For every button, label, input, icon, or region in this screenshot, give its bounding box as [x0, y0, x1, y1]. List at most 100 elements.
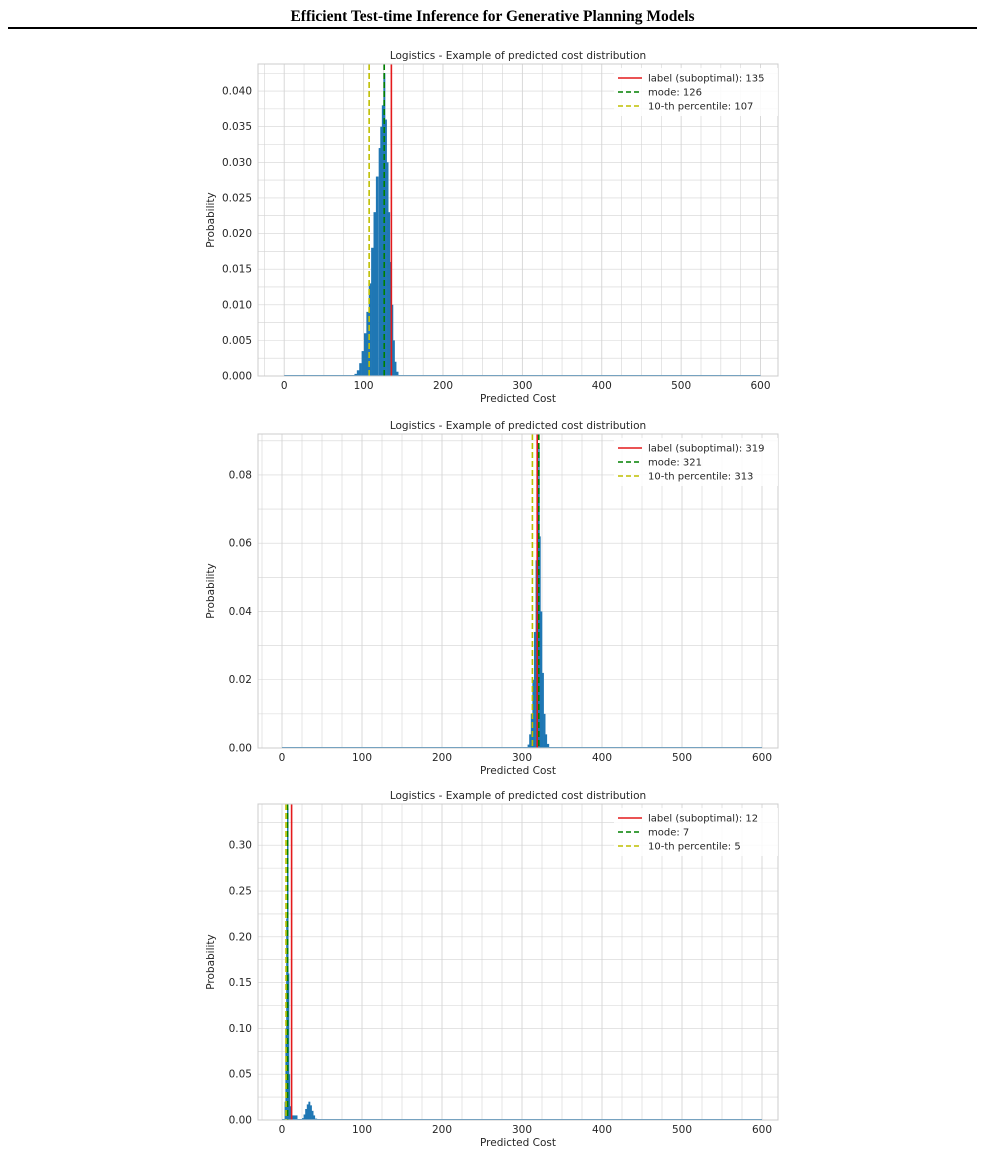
- histogram-bar: [538, 536, 541, 748]
- histogram-bar: [314, 1118, 318, 1120]
- legend-entry: label (suboptimal): 319: [648, 444, 765, 455]
- histogram-bar: [356, 370, 360, 376]
- histogram-bar: [534, 631, 536, 748]
- histogram-bar: [373, 212, 377, 376]
- histogram-bar: [311, 1110, 314, 1120]
- y-tick-label: 0.010: [222, 299, 252, 311]
- y-axis-label: Probability: [205, 563, 217, 619]
- page-header: Efficient Test-time Inference for Genera…: [0, 0, 985, 30]
- x-tick-label: 200: [432, 752, 452, 764]
- y-tick-label: 0.15: [229, 977, 252, 989]
- y-tick-label: 0.06: [229, 538, 253, 550]
- y-axis-label: Probability: [205, 934, 217, 990]
- plot-area: [258, 804, 778, 1120]
- histogram-bar: [310, 1105, 312, 1120]
- y-tick-label: 0.030: [222, 157, 252, 169]
- histogram-bar: [394, 361, 397, 376]
- histogram-bar: [378, 148, 381, 376]
- chart-title: Logistics - Example of predicted cost di…: [390, 420, 646, 432]
- histogram-bar: [546, 743, 550, 748]
- y-tick-label: 0.20: [229, 931, 252, 943]
- histogram-bar: [363, 333, 367, 376]
- histogram-bar: [287, 808, 289, 1120]
- x-tick-label: 100: [354, 380, 374, 392]
- y-tick-label: 0.00: [229, 1115, 252, 1127]
- y-axis-label: Probability: [205, 192, 217, 248]
- chart-1: Logistics - Example of predicted cost di…: [205, 50, 779, 405]
- histogram-bar: [383, 73, 386, 376]
- x-tick-label: 400: [592, 752, 612, 764]
- x-axis-label: Predicted Cost: [480, 393, 556, 405]
- x-axis-label: Predicted Cost: [480, 765, 556, 777]
- y-tick-label: 0.30: [229, 840, 252, 852]
- histogram-bar: [537, 492, 539, 748]
- histogram-bar: [305, 1109, 308, 1120]
- histogram-bar: [288, 1074, 291, 1120]
- header-rule: [8, 27, 977, 29]
- chart-title: Logistics - Example of predicted cost di…: [390, 790, 646, 802]
- y-tick-label: 0.05: [229, 1069, 252, 1081]
- legend-box: [614, 808, 778, 856]
- legend-box: [614, 68, 778, 116]
- histogram-bar: [375, 176, 379, 376]
- x-tick-label: 600: [751, 380, 771, 392]
- x-tick-label: 0: [279, 1124, 286, 1136]
- histogram-bar: [313, 1115, 316, 1120]
- histogram-bar: [386, 162, 389, 376]
- legend: label (suboptimal): 12 mode: 7 10-th perce…: [614, 808, 778, 856]
- histogram-bar: [366, 311, 370, 376]
- y-tick-label: 0.040: [222, 86, 252, 98]
- x-tick-label: 200: [432, 1124, 452, 1136]
- histogram-bar: [529, 734, 532, 748]
- legend-entry: mode: 7: [648, 828, 689, 839]
- x-tick-label: 0: [281, 380, 288, 392]
- histogram-bar: [532, 679, 535, 748]
- legend-entry: 10-th percentile: 313: [648, 472, 753, 483]
- histogram-bar: [303, 1114, 306, 1120]
- plot-area: [258, 434, 778, 748]
- x-tick-label: 100: [352, 1124, 372, 1136]
- y-tick-label: 0.015: [222, 264, 252, 276]
- chart-2: Logistics - Example of predicted cost di…: [205, 420, 779, 777]
- histogram: [354, 73, 399, 377]
- y-tick-label: 0.10: [229, 1023, 252, 1035]
- histogram-bar: [388, 212, 391, 376]
- x-tick-label: 500: [672, 752, 692, 764]
- grid: [258, 804, 778, 1121]
- histogram-bar: [359, 363, 362, 376]
- histogram-bar: [545, 734, 548, 748]
- x-tick-label: 500: [672, 1124, 692, 1136]
- legend-entry: label (suboptimal): 135: [648, 74, 765, 85]
- plot-frame: [257, 803, 779, 1121]
- histogram-bar: [392, 340, 395, 376]
- y-tick-label: 0.04: [229, 606, 253, 618]
- y-tick-label: 0.25: [229, 886, 252, 898]
- y-tick-label: 0.025: [222, 192, 252, 204]
- histogram-bar: [306, 1104, 309, 1120]
- legend-entry: label (suboptimal): 12: [648, 814, 758, 825]
- y-tick-label: 0.035: [222, 121, 252, 133]
- y-tick-label: 0.005: [222, 335, 252, 347]
- legend: label (suboptimal): 319 mode: 321 10-th pe…: [614, 438, 778, 486]
- x-tick-label: 100: [352, 752, 372, 764]
- histogram-bar: [354, 373, 358, 376]
- x-tick-label: 500: [671, 380, 691, 392]
- legend-entry: mode: 126: [648, 88, 702, 99]
- histogram-bar: [289, 1106, 292, 1120]
- x-tick-label: 300: [512, 1124, 532, 1136]
- x-axis-label: Predicted Cost: [480, 1137, 556, 1149]
- histogram-bar: [395, 371, 399, 376]
- histogram-bar: [368, 283, 372, 376]
- legend-entry: mode: 321: [648, 458, 702, 469]
- histogram-bar: [380, 126, 383, 376]
- page-title: Efficient Test-time Inference for Genera…: [290, 8, 695, 25]
- histogram-bar: [381, 105, 384, 377]
- histogram-bar: [361, 351, 365, 376]
- y-tick-label: 0.00: [229, 743, 252, 755]
- histogram-bar: [287, 973, 290, 1120]
- x-tick-label: 600: [752, 1124, 772, 1136]
- x-tick-label: 0: [279, 752, 286, 764]
- histogram-bar: [391, 304, 394, 376]
- x-tick-label: 300: [512, 380, 532, 392]
- legend-entry: 10-th percentile: 107: [648, 102, 753, 113]
